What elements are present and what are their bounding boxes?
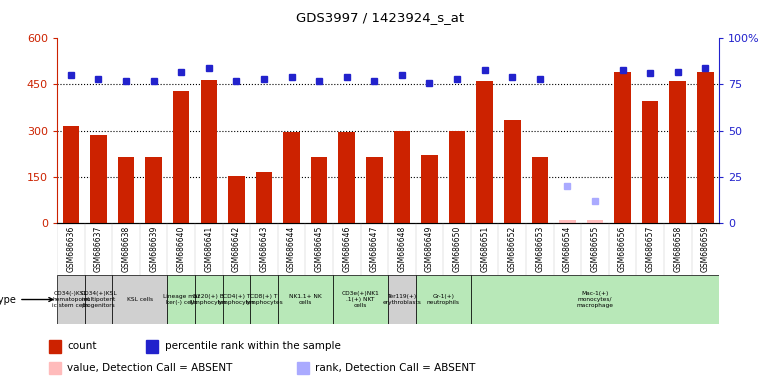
FancyBboxPatch shape [250, 275, 278, 324]
Text: rank, Detection Call = ABSENT: rank, Detection Call = ABSENT [315, 363, 476, 373]
FancyBboxPatch shape [388, 275, 416, 324]
Text: GSM686652: GSM686652 [508, 225, 517, 271]
FancyBboxPatch shape [278, 275, 333, 324]
Text: NK1.1+ NK
cells: NK1.1+ NK cells [289, 294, 322, 305]
Text: GSM686637: GSM686637 [94, 225, 103, 272]
Text: GSM686656: GSM686656 [618, 225, 627, 272]
Text: KSL cells: KSL cells [127, 297, 153, 302]
Bar [297, 362, 308, 374]
Text: GSM686651: GSM686651 [480, 225, 489, 271]
Bar [62, 126, 79, 223]
FancyBboxPatch shape [84, 275, 113, 324]
FancyBboxPatch shape [471, 275, 719, 324]
Text: value, Detection Call = ABSENT: value, Detection Call = ABSENT [68, 363, 233, 373]
FancyBboxPatch shape [195, 275, 222, 324]
Text: GSM686638: GSM686638 [122, 225, 131, 271]
Text: count: count [68, 341, 97, 351]
Bar [145, 157, 162, 223]
Text: Mac-1(+)
monocytes/
macrophage: Mac-1(+) monocytes/ macrophage [577, 291, 613, 308]
Text: Gr-1(+)
neutrophils: Gr-1(+) neutrophils [427, 294, 460, 305]
Bar [49, 340, 61, 353]
Text: CD34(-)KSL
hematopoiet
ic stem cells: CD34(-)KSL hematopoiet ic stem cells [52, 291, 90, 308]
Text: cell type: cell type [0, 295, 53, 305]
Bar [118, 157, 134, 223]
Bar [449, 131, 465, 223]
Text: Lineage mar
ker(-) cells: Lineage mar ker(-) cells [163, 294, 199, 305]
Text: CD4(+) T
lymphocytes: CD4(+) T lymphocytes [218, 294, 255, 305]
Text: percentile rank within the sample: percentile rank within the sample [164, 341, 340, 351]
Bar [670, 81, 686, 223]
Text: GSM686654: GSM686654 [563, 225, 572, 272]
Bar [393, 131, 410, 223]
Bar [642, 101, 658, 223]
Bar [559, 220, 575, 223]
FancyBboxPatch shape [113, 275, 167, 324]
Text: CD8(+) T
lymphocytes: CD8(+) T lymphocytes [245, 294, 283, 305]
Text: GSM686655: GSM686655 [591, 225, 600, 272]
Bar [587, 220, 603, 223]
Bar [228, 176, 244, 223]
Text: GSM686636: GSM686636 [66, 225, 75, 272]
Bar [366, 157, 383, 223]
Bar [697, 72, 714, 223]
Text: GSM686644: GSM686644 [287, 225, 296, 272]
Text: CD3e(+)NK1
.1(+) NKT
cells: CD3e(+)NK1 .1(+) NKT cells [342, 291, 380, 308]
FancyBboxPatch shape [57, 275, 84, 324]
Text: GSM686643: GSM686643 [260, 225, 269, 272]
Bar [310, 157, 327, 223]
Text: GSM686642: GSM686642 [232, 225, 241, 271]
Text: GSM686641: GSM686641 [204, 225, 213, 271]
FancyBboxPatch shape [333, 275, 388, 324]
Text: GDS3997 / 1423924_s_at: GDS3997 / 1423924_s_at [297, 12, 464, 25]
Bar [90, 135, 107, 223]
Bar [173, 91, 189, 223]
FancyBboxPatch shape [167, 275, 195, 324]
Text: GSM686648: GSM686648 [397, 225, 406, 271]
Bar [49, 362, 61, 374]
Bar [146, 340, 158, 353]
Text: GSM686640: GSM686640 [177, 225, 186, 272]
Bar [531, 157, 548, 223]
Text: Ter119(+)
erythroblasts: Ter119(+) erythroblasts [383, 294, 422, 305]
Text: GSM686659: GSM686659 [701, 225, 710, 272]
Bar [200, 80, 217, 223]
Bar [476, 81, 493, 223]
Bar [283, 132, 300, 223]
Bar [504, 120, 521, 223]
Text: B220(+) B
lymphocytes: B220(+) B lymphocytes [190, 294, 228, 305]
Text: GSM686647: GSM686647 [370, 225, 379, 272]
Text: GSM686657: GSM686657 [645, 225, 654, 272]
Bar [256, 172, 272, 223]
FancyBboxPatch shape [222, 275, 250, 324]
Text: GSM686645: GSM686645 [314, 225, 323, 272]
Text: GSM686639: GSM686639 [149, 225, 158, 272]
Bar [339, 132, 355, 223]
Text: GSM686658: GSM686658 [673, 225, 683, 271]
FancyBboxPatch shape [416, 275, 471, 324]
Text: GSM686649: GSM686649 [425, 225, 434, 272]
Text: GSM686646: GSM686646 [342, 225, 352, 272]
Text: GSM686650: GSM686650 [453, 225, 462, 272]
Bar [421, 155, 438, 223]
Text: GSM686653: GSM686653 [535, 225, 544, 272]
Text: CD34(+)KSL
multipotent
progenitors: CD34(+)KSL multipotent progenitors [80, 291, 116, 308]
Bar [614, 72, 631, 223]
